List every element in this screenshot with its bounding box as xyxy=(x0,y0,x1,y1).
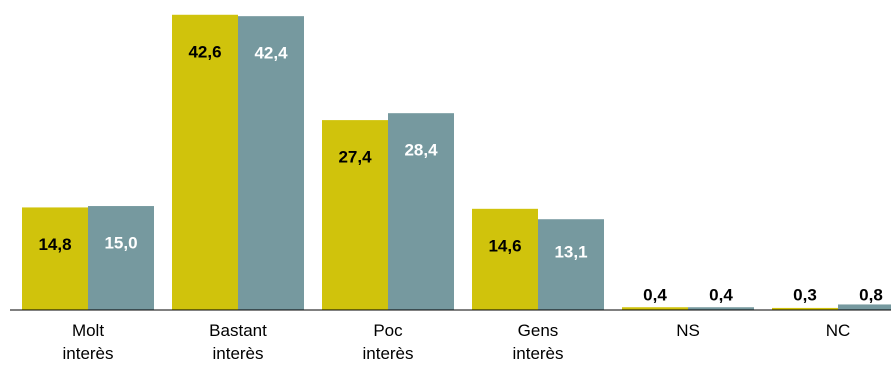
bar-value-label-series1-1: 42,6 xyxy=(188,42,221,61)
bar-value-label-series2-1: 42,4 xyxy=(254,44,288,63)
bar-value-label-series2-4: 0,4 xyxy=(709,285,733,304)
category-label-5-line1: NC xyxy=(826,321,851,340)
bar-value-label-series2-2: 28,4 xyxy=(404,141,438,160)
category-labels-group: Molt interès Bastant interès Poc interès Gens i… xyxy=(62,321,850,363)
bar-value-label-series1-2: 27,4 xyxy=(338,148,372,167)
category-label-3-line2: interès xyxy=(512,344,563,363)
bar-value-label-series2-3: 13,1 xyxy=(554,243,587,262)
bar-series1-5 xyxy=(772,307,838,310)
bar-series2-3 xyxy=(538,219,604,310)
bar-series1-4 xyxy=(622,307,688,310)
bar-series2-1 xyxy=(238,16,304,310)
category-label-1-line2: interès xyxy=(212,344,263,363)
bar-value-label-series1-3: 14,6 xyxy=(488,236,521,255)
category-label-0-line1: Molt xyxy=(72,321,104,340)
category-label-0-line2: interès xyxy=(62,344,113,363)
bar-value-label-series1-0: 14,8 xyxy=(38,235,71,254)
bar-series2-4 xyxy=(688,307,754,310)
category-label-4-line1: NS xyxy=(676,321,700,340)
bar-value-label-series2-5: 0,8 xyxy=(859,285,883,304)
bars-group: 14,8 15,0 42,6 42,4 27,4 28,4 14,6 13,1 0,4 0,4 0,… xyxy=(22,14,891,310)
category-label-2-line1: Poc xyxy=(373,321,403,340)
bar-value-label-series1-4: 0,4 xyxy=(643,285,667,304)
bar-series1-0 xyxy=(22,207,88,310)
bar-series1-1 xyxy=(172,14,238,310)
category-label-2-line2: interès xyxy=(362,344,413,363)
bar-series2-5 xyxy=(838,304,891,310)
bar-series1-2 xyxy=(322,120,388,310)
category-label-1-line1: Bastant xyxy=(209,321,267,340)
category-label-3-line1: Gens xyxy=(518,321,559,340)
bar-series2-2 xyxy=(388,113,454,310)
bar-value-label-series1-5: 0,3 xyxy=(793,285,817,304)
bar-series1-3 xyxy=(472,208,538,310)
bar-series2-0 xyxy=(88,206,154,310)
bar-value-label-series2-0: 15,0 xyxy=(104,234,137,253)
